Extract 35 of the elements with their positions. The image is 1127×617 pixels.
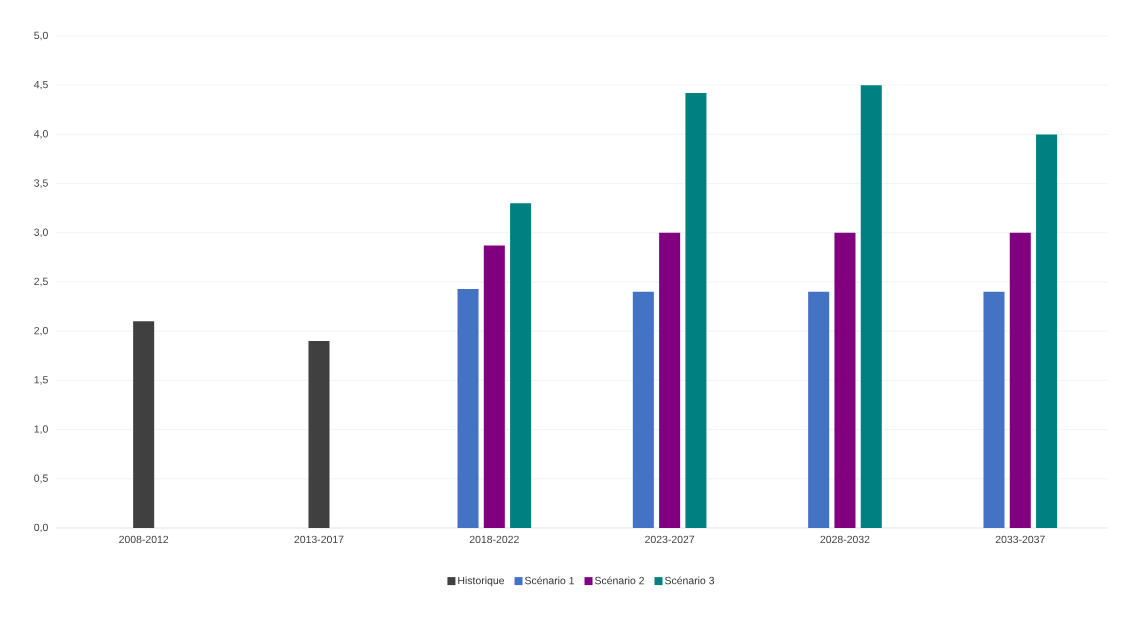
bar [632, 291, 654, 528]
x-tick-label: 2023-2027 [645, 535, 695, 544]
y-tick-label: 4,0 [34, 130, 48, 139]
y-tick-label: 0,5 [34, 474, 48, 484]
bar [983, 291, 1005, 528]
y-tick-label: 3,0 [34, 228, 48, 238]
x-tick-label: 2018-2022 [469, 535, 519, 544]
bar [834, 232, 856, 528]
y-tick-label: 0,0 [34, 523, 48, 533]
x-tick-label: 2008-2012 [119, 535, 169, 544]
bar [308, 341, 330, 528]
y-tick-label: 4,5 [34, 80, 48, 90]
bar [483, 245, 505, 528]
bar [860, 85, 882, 528]
x-tick-label: 2028-2032 [820, 535, 870, 544]
bar [133, 321, 155, 528]
y-tick-label: 5,0 [34, 31, 48, 41]
y-tick-label: 1,5 [34, 376, 48, 385]
bar [685, 93, 707, 528]
bar [659, 232, 681, 528]
y-tick-label: 3,5 [34, 179, 48, 188]
x-tick-label: 2033-2037 [995, 535, 1045, 544]
legend-label: Scénario 2 [594, 576, 644, 585]
bar [1036, 134, 1058, 528]
y-tick-label: 2,0 [34, 326, 48, 336]
y-tick-label: 1,0 [34, 425, 48, 434]
bar [457, 288, 479, 528]
y-tick-label: 2,5 [34, 277, 48, 287]
x-tick-label: 2013-2017 [294, 535, 344, 544]
bar [1009, 232, 1031, 528]
bar [808, 291, 830, 528]
bar [510, 203, 532, 528]
legend-label: Scénario 1 [524, 576, 574, 585]
legend-label: Scénario 3 [664, 576, 715, 585]
legend-label: Historique [458, 576, 505, 587]
